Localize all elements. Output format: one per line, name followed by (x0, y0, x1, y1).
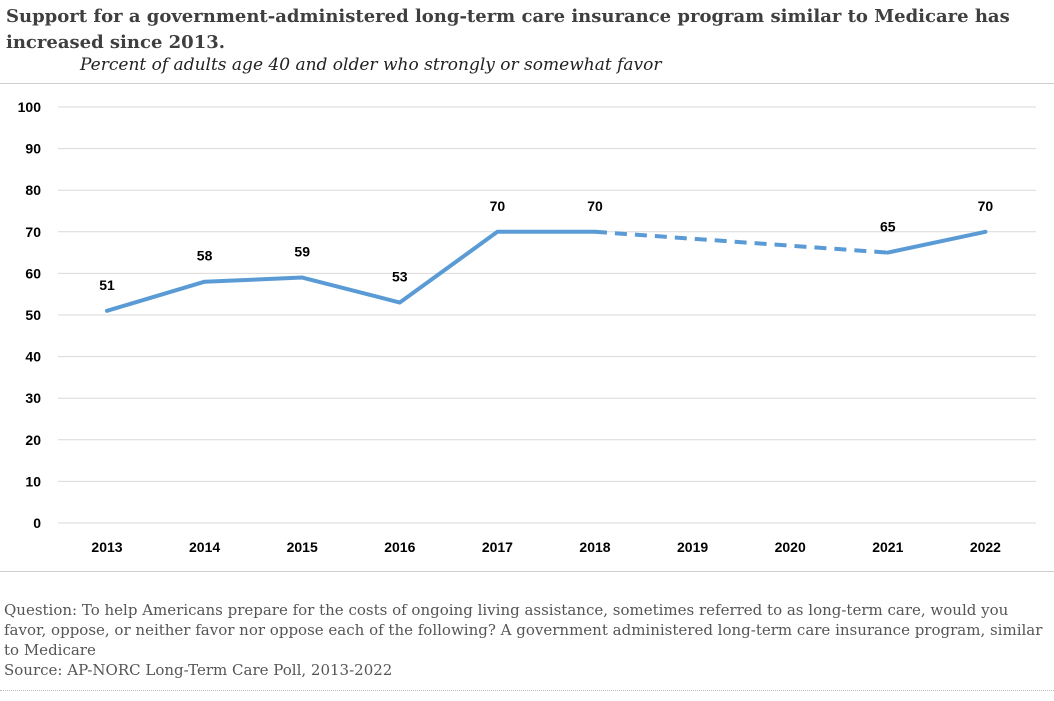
y-tick-label-50: 50 (25, 307, 41, 323)
source-note: Source: AP-NORC Long-Term Care Poll, 201… (4, 661, 393, 679)
y-tick-label-10: 10 (25, 473, 41, 489)
y-axis-tick-labels: 0 10 20 30 40 50 60 70 80 90 100 (18, 99, 42, 531)
bottom-divider (0, 571, 1054, 572)
series-line-solid (105, 229, 597, 313)
y-tick-label-60: 60 (25, 265, 41, 281)
x-tick-label-2014: 2014 (189, 539, 220, 555)
grid-lines (58, 106, 1036, 524)
data-label-2018: 70 (587, 198, 603, 214)
series-line-solid (885, 229, 988, 255)
chart-title: Support for a government-administered lo… (6, 6, 1010, 53)
y-tick-label-90: 90 (25, 141, 41, 157)
top-divider (0, 83, 1054, 84)
data-label-2022: 70 (978, 198, 994, 214)
x-tick-label-2020: 2020 (775, 539, 806, 555)
question-note: Question: To help Americans prepare for … (4, 601, 1043, 659)
chart-subtitle: Percent of adults age 40 and older who s… (80, 55, 662, 75)
x-tick-label-2019: 2019 (677, 539, 708, 555)
x-tick-label-2022: 2022 (970, 539, 1001, 555)
data-label-2021: 65 (880, 219, 896, 235)
x-tick-label-2021: 2021 (872, 539, 903, 555)
x-tick-label-2015: 2015 (287, 539, 318, 555)
y-tick-label-80: 80 (25, 182, 41, 198)
data-label-2017: 70 (490, 198, 506, 214)
x-tick-label-2013: 2013 (91, 539, 122, 555)
y-tick-label-0: 0 (33, 515, 41, 531)
data-labels: 51 58 59 53 70 70 65 70 (99, 198, 993, 293)
x-axis-tick-labels: 2013 2014 2015 2016 2017 2018 2019 2020 2021 2022 (91, 539, 1001, 555)
y-tick-label-70: 70 (25, 224, 41, 240)
series-line (105, 229, 988, 313)
y-tick-label-30: 30 (25, 390, 41, 406)
x-tick-label-2018: 2018 (579, 539, 610, 555)
x-tick-label-2017: 2017 (482, 539, 513, 555)
data-label-2013: 51 (99, 277, 115, 293)
y-tick-label-20: 20 (25, 432, 41, 448)
data-label-2015: 59 (294, 244, 310, 260)
data-label-2016: 53 (392, 269, 408, 285)
footer-divider (0, 690, 1054, 691)
y-tick-label-40: 40 (25, 349, 41, 365)
chart-notes: Question: To help Americans prepare for … (4, 600, 1050, 680)
x-tick-label-2016: 2016 (384, 539, 415, 555)
series-line-dashed (594, 229, 888, 255)
data-label-2014: 58 (197, 248, 213, 264)
y-tick-label-100: 100 (18, 99, 42, 115)
